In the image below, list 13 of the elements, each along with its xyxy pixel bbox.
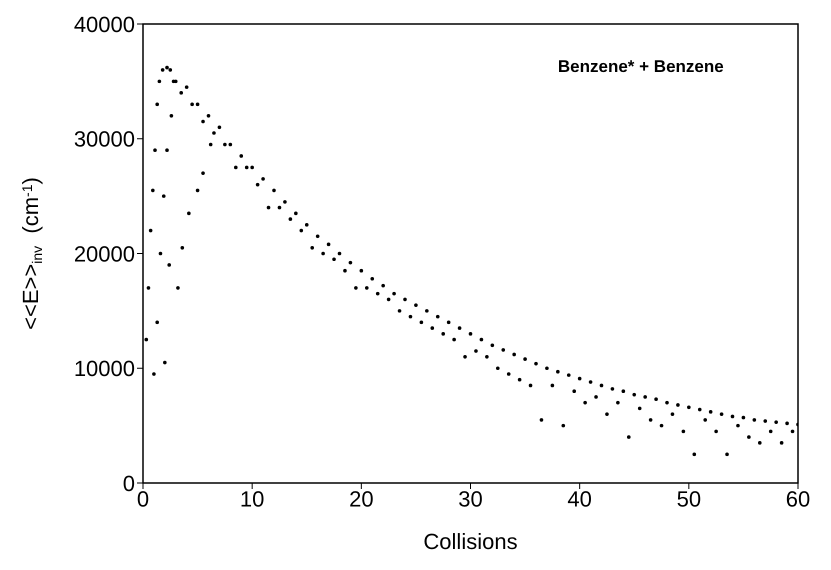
y-tick-label: 40000	[74, 12, 135, 37]
y-tick-label: 20000	[74, 241, 135, 266]
y-tick-label: 0	[122, 470, 135, 496]
y-tick-label: 10000	[74, 356, 135, 382]
x-tick-label: 30	[458, 486, 483, 512]
y-tick-label: 30000	[74, 126, 135, 152]
x-tick-label: 50	[676, 486, 702, 512]
x-tick-label: 10	[240, 486, 264, 512]
x-axis-title: Collisions	[423, 529, 518, 554]
x-tick-label: 40	[567, 486, 592, 512]
x-tick-label: 60	[786, 486, 810, 512]
annotation: Benzene* + Benzene	[558, 57, 724, 76]
x-tick-label: 20	[349, 486, 374, 512]
